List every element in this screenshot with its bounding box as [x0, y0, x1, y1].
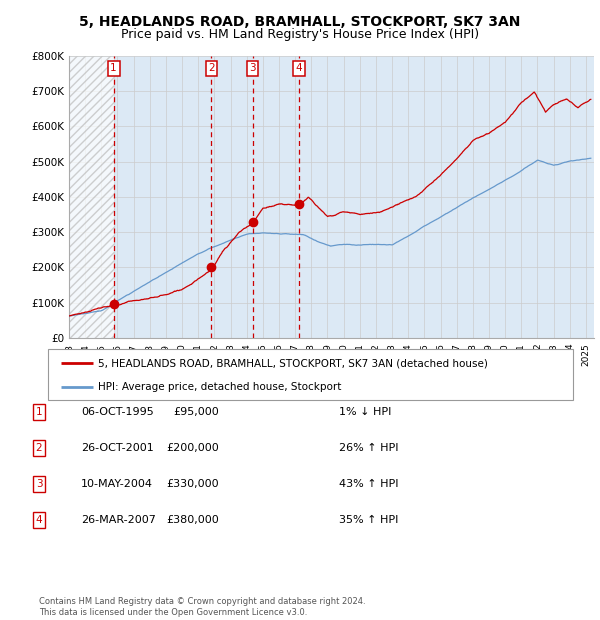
Text: HPI: Average price, detached house, Stockport: HPI: Average price, detached house, Stoc…	[98, 382, 341, 392]
Text: 5, HEADLANDS ROAD, BRAMHALL, STOCKPORT, SK7 3AN (detached house): 5, HEADLANDS ROAD, BRAMHALL, STOCKPORT, …	[98, 358, 488, 368]
Text: Contains HM Land Registry data © Crown copyright and database right 2024.
This d: Contains HM Land Registry data © Crown c…	[39, 598, 365, 617]
Text: 26-OCT-2001: 26-OCT-2001	[81, 443, 154, 453]
Text: 3: 3	[35, 479, 43, 489]
Text: £330,000: £330,000	[166, 479, 219, 489]
Text: 06-OCT-1995: 06-OCT-1995	[81, 407, 154, 417]
Text: 2: 2	[208, 63, 215, 74]
Text: 26% ↑ HPI: 26% ↑ HPI	[339, 443, 398, 453]
Text: 5, HEADLANDS ROAD, BRAMHALL, STOCKPORT, SK7 3AN: 5, HEADLANDS ROAD, BRAMHALL, STOCKPORT, …	[79, 16, 521, 30]
Text: 4: 4	[35, 515, 43, 525]
Text: 35% ↑ HPI: 35% ↑ HPI	[339, 515, 398, 525]
Text: 3: 3	[249, 63, 256, 74]
Text: 2: 2	[35, 443, 43, 453]
FancyBboxPatch shape	[48, 349, 573, 400]
Text: £380,000: £380,000	[166, 515, 219, 525]
Text: 1% ↓ HPI: 1% ↓ HPI	[339, 407, 391, 417]
Text: 10-MAY-2004: 10-MAY-2004	[81, 479, 153, 489]
Text: 43% ↑ HPI: 43% ↑ HPI	[339, 479, 398, 489]
Bar	[69, 56, 114, 338]
Text: Price paid vs. HM Land Registry's House Price Index (HPI): Price paid vs. HM Land Registry's House …	[121, 28, 479, 41]
Text: £95,000: £95,000	[173, 407, 219, 417]
Text: 4: 4	[296, 63, 302, 74]
Text: £200,000: £200,000	[166, 443, 219, 453]
Text: 26-MAR-2007: 26-MAR-2007	[81, 515, 156, 525]
Text: 1: 1	[110, 63, 117, 74]
Text: 1: 1	[35, 407, 43, 417]
